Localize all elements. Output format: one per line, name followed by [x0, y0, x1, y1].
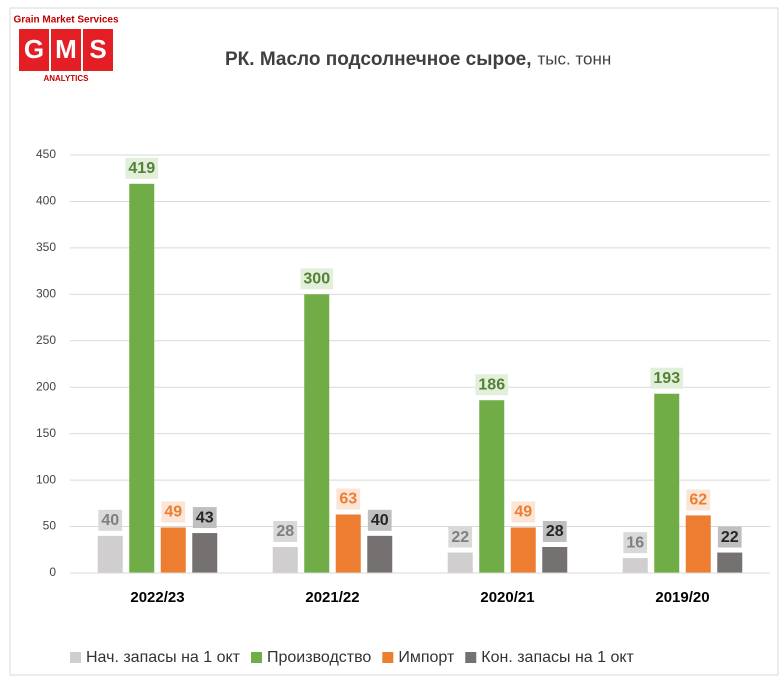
legend-label: Нач. запасы на 1 окт — [86, 649, 241, 666]
data-label: 63 — [339, 491, 357, 508]
data-label-bg — [125, 157, 159, 179]
bar — [622, 558, 648, 573]
bar — [160, 527, 186, 573]
bar — [304, 294, 330, 573]
bar — [129, 183, 155, 573]
data-label: 193 — [653, 370, 680, 387]
y-tick-label: 200 — [36, 379, 56, 393]
legend-label: Импорт — [398, 649, 455, 666]
y-tick-label: 150 — [36, 426, 56, 440]
data-label: 16 — [626, 534, 644, 551]
data-label-bg — [623, 532, 648, 554]
data-label-bg — [98, 509, 123, 531]
x-tick-label: 2021/22 — [305, 589, 359, 606]
data-label-bg — [717, 526, 742, 548]
logo-top: Grain Market Services — [13, 15, 118, 26]
logo-box — [19, 29, 113, 71]
legend-swatch — [465, 652, 477, 663]
data-label: 22 — [721, 529, 739, 546]
logo-bottom: ANALYTICS — [43, 74, 89, 83]
data-label: 49 — [164, 504, 182, 521]
logo-letter: S — [89, 34, 106, 64]
bar — [447, 552, 473, 573]
bar — [654, 393, 680, 573]
bar — [335, 514, 361, 573]
data-label-bg — [686, 489, 711, 511]
y-tick-label: 250 — [36, 333, 56, 347]
data-label-bg — [336, 488, 361, 510]
data-label: 186 — [478, 376, 505, 393]
data-label-bg — [300, 268, 334, 290]
data-label: 40 — [371, 512, 389, 529]
y-tick-label: 100 — [36, 472, 56, 486]
bar — [192, 533, 218, 573]
data-label: 28 — [546, 523, 564, 540]
x-tick-label: 2020/21 — [480, 589, 534, 606]
data-label-bg — [542, 520, 567, 542]
bar — [685, 515, 711, 573]
logo: Grain Market Services G M S ANALYTICS — [13, 15, 118, 83]
bar — [479, 400, 505, 573]
data-label: 300 — [303, 271, 330, 288]
x-tick-label: 2019/20 — [655, 589, 709, 606]
legend-label: Производство — [267, 649, 371, 666]
data-label: 62 — [689, 492, 707, 509]
data-label-bg — [650, 367, 684, 389]
data-label-bg — [367, 509, 392, 531]
data-label: 28 — [276, 523, 294, 540]
y-tick-label: 50 — [43, 519, 57, 533]
chart-unit: тыс. тонн — [538, 49, 612, 68]
data-label-bg — [161, 501, 186, 523]
bar — [367, 535, 393, 573]
bar — [510, 527, 536, 573]
data-label: 43 — [196, 509, 214, 526]
y-tick-label: 400 — [36, 194, 56, 208]
data-label-bg — [511, 501, 536, 523]
data-label: 22 — [451, 529, 469, 546]
x-tick-label: 2022/23 — [130, 589, 184, 606]
legend-swatch — [70, 652, 81, 663]
y-tick-label: 350 — [36, 240, 56, 254]
bar — [272, 546, 298, 573]
data-label: 419 — [128, 160, 155, 177]
data-label-bg — [192, 507, 217, 529]
data-label-bg — [448, 526, 473, 548]
data-label: 40 — [101, 512, 119, 529]
chart-title: РК. Масло подсолнечное сырое, — [225, 49, 532, 70]
data-label-bg — [273, 520, 298, 542]
bar — [97, 535, 123, 573]
y-tick-label: 300 — [36, 287, 56, 301]
logo-letter: M — [55, 34, 77, 64]
logo-letter: G — [24, 34, 44, 64]
legend-swatch — [382, 652, 394, 663]
legend-swatch — [251, 652, 262, 663]
y-tick-label: 450 — [36, 147, 56, 161]
bar — [717, 552, 743, 573]
bar — [542, 546, 568, 573]
chart-frame — [9, 7, 779, 676]
y-tick-label: 0 — [49, 565, 56, 579]
data-label-bg — [475, 374, 509, 396]
data-label: 49 — [514, 504, 532, 521]
legend-label: Кон. запасы на 1 окт — [481, 649, 634, 666]
